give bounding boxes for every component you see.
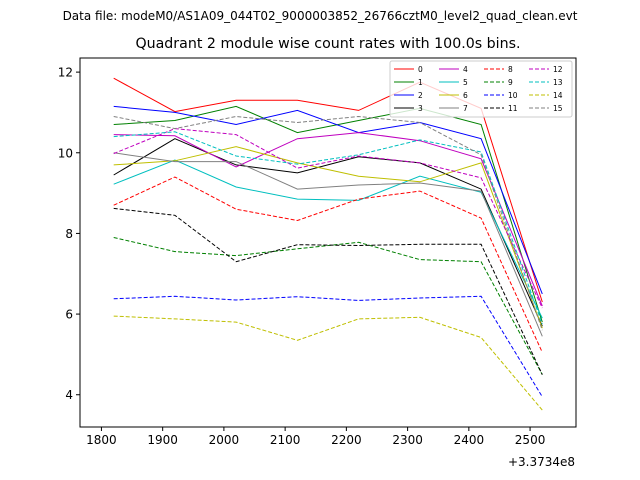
legend-label-0: 0	[418, 65, 423, 74]
legend-label-5: 5	[463, 78, 468, 87]
legend-label-6: 6	[463, 91, 468, 100]
series-line-9	[113, 237, 543, 375]
series-line-4	[113, 132, 543, 307]
series-line-12	[113, 128, 543, 309]
x-tick-label: 2300	[392, 433, 423, 447]
series-line-1	[113, 105, 543, 323]
legend-label-14: 14	[553, 91, 563, 100]
legend-label-1: 1	[418, 78, 423, 87]
legend-label-12: 12	[553, 65, 563, 74]
y-tick-label: 6	[65, 308, 73, 322]
y-tick-label: 12	[58, 66, 73, 80]
series-line-2	[113, 105, 543, 295]
legend-label-15: 15	[553, 104, 563, 113]
legend-label-3: 3	[418, 104, 423, 113]
legend-box	[389, 60, 573, 118]
x-tick-label: 1800	[86, 433, 117, 447]
legend-label-13: 13	[553, 78, 563, 87]
series-line-7	[113, 152, 543, 337]
legend-label-2: 2	[418, 91, 423, 100]
y-tick-label: 10	[58, 146, 73, 160]
series-layer	[113, 77, 543, 411]
x-tick-label: 2000	[209, 433, 240, 447]
series-line-14	[113, 315, 543, 411]
legend-label-8: 8	[508, 65, 513, 74]
y-tick-label: 4	[65, 388, 73, 402]
series-line-15	[113, 115, 543, 331]
series-line-13	[113, 131, 543, 325]
x-tick-label: 1900	[147, 433, 178, 447]
legend-label-9: 9	[508, 78, 513, 87]
plot-frame	[79, 57, 577, 428]
series-line-5	[113, 159, 543, 319]
chart-title: Quadrant 2 module wise count rates with …	[135, 36, 520, 52]
x-tick-label: 2200	[331, 433, 362, 447]
series-line-6	[113, 146, 543, 329]
suptitle: Data file: modeM0/AS1A09_044T02_90000038…	[63, 9, 578, 23]
series-line-3	[113, 138, 543, 327]
x-tick-label: 2500	[515, 433, 546, 447]
legend-label-10: 10	[508, 91, 518, 100]
y-tick-label: 8	[65, 227, 73, 241]
x-tick-label: 2100	[270, 433, 301, 447]
series-line-11	[113, 207, 543, 375]
legend-label-11: 11	[508, 104, 518, 113]
legend-label-4: 4	[463, 65, 468, 74]
x-axis-offset-label: +3.3734e8	[508, 455, 575, 469]
series-line-8	[113, 176, 543, 353]
legend-label-7: 7	[463, 104, 468, 113]
series-line-10	[113, 295, 543, 398]
x-tick-label: 2400	[454, 433, 485, 447]
